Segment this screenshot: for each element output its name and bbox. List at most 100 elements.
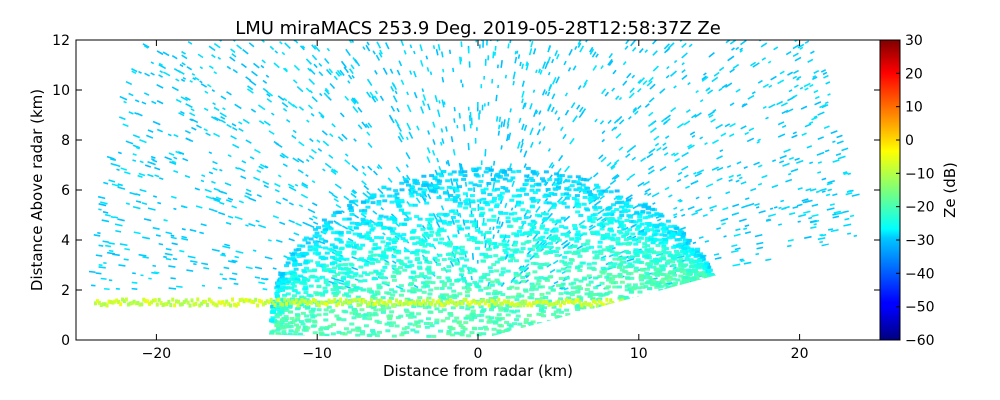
noise-streak [638,228,645,233]
cloud-cell [456,278,462,282]
cloud-cell [342,217,348,221]
cloud-cell [534,255,540,259]
noise-streak [542,126,546,131]
cloud-cell [459,245,465,249]
noise-streak [500,145,503,150]
cloud-cell [280,280,286,284]
noise-streak [813,69,820,74]
cloud-cell [315,261,321,265]
noise-streak [246,88,254,94]
noise-streak [100,201,108,205]
cloud-cell [499,257,505,261]
cloud-cell [471,168,477,172]
bright-band-cell [503,299,507,304]
cloud-cell [662,233,668,237]
cloud-cell [374,236,380,240]
cloud-cell [600,266,606,270]
cloud-cell [408,203,414,207]
cloud-cell [334,287,340,291]
bright-band-cell [387,299,391,304]
noise-streak [335,71,341,77]
cloud-cell [557,177,563,181]
noise-streak [373,95,379,102]
cloud-cell [634,227,640,231]
noise-streak [458,162,462,171]
bright-band-cell [144,299,148,304]
bright-band-cell [454,303,458,308]
cloud-cell [664,261,670,265]
noise-streak [699,99,704,103]
cloud-cell [528,323,534,327]
noise-streak [395,166,401,173]
cloud-cell [269,330,275,334]
cloud-cell [346,230,352,234]
bright-band-cell [97,300,101,305]
cloud-cell [378,272,384,276]
bright-band-cell [211,301,215,306]
cloud-cell [533,170,539,174]
noise-streak [796,76,802,80]
cloud-cell [458,170,464,174]
bright-band-cell [547,302,551,307]
bright-band-cell [423,301,427,306]
bright-band-cell [325,302,329,307]
cloud-cell [333,283,339,287]
bright-band-cell [551,302,555,307]
noise-streak [187,255,196,259]
noise-streak [810,50,815,55]
cloud-cell [533,287,539,291]
cloud-cell [447,286,453,290]
noise-streak [743,227,748,231]
cloud-cell [380,310,386,314]
cloud-cell [332,300,338,304]
cloud-cell [567,245,573,249]
bright-band-cell [354,297,358,302]
cloud-cell [281,330,287,334]
cloud-cell [445,316,451,320]
cloud-cell [592,250,598,254]
cloud-cell [374,334,380,338]
cloud-cell [668,233,674,237]
noise-streak [159,70,164,74]
cloud-cell [506,179,512,183]
noise-streak [676,178,682,183]
cloud-cell [599,227,605,231]
cloud-cell [615,242,621,246]
cloud-cell [319,333,325,337]
noise-streak [305,174,309,178]
noise-streak [785,108,794,114]
cloud-cell [617,272,623,276]
cloud-cell [592,276,598,280]
cloud-cell [275,284,281,288]
cloud-cell [410,188,416,192]
cloud-cell [434,258,440,262]
noise-streak [817,136,824,141]
noise-streak [649,127,657,134]
bright-band-cell [512,303,516,308]
cloud-cell [651,213,657,217]
noise-streak [694,172,702,178]
noise-streak [313,63,318,69]
noise-streak [713,253,720,256]
noise-streak [186,66,193,71]
cloud-cell [276,279,282,283]
cloud-cell [540,245,546,249]
noise-streak [105,244,112,248]
bright-band-cell [481,298,485,303]
noise-streak [143,45,149,49]
noise-streak [459,197,462,202]
noise-streak [560,239,569,246]
cloud-cell [323,228,329,232]
cloud-cell [585,283,591,287]
noise-streak [740,40,747,46]
cloud-cell [482,273,488,277]
noise-streak [185,103,193,109]
noise-streak [817,171,822,174]
noise-streak [377,164,383,170]
noise-streak [463,124,466,132]
noise-streak [336,69,343,76]
cloud-cell [636,224,642,228]
noise-streak [388,114,393,121]
bright-band-cell [173,303,177,308]
cloud-cell [665,260,671,264]
